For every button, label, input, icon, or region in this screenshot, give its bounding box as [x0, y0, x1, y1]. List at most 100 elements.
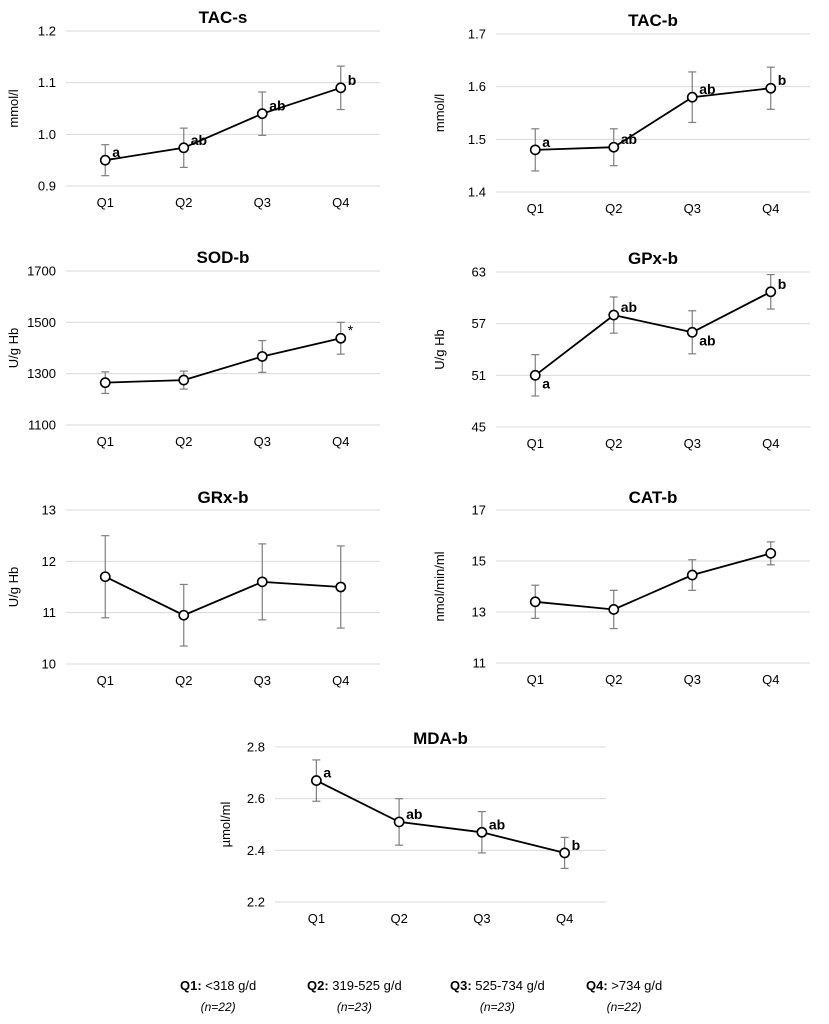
chart-3-annotation: * — [348, 322, 354, 338]
chart-3-data-point — [99, 377, 111, 389]
chart-2-xtick-label: Q4 — [762, 201, 779, 216]
chart-6-ylabel: nmol/min/ml — [432, 551, 447, 621]
legend-item-q4: Q4: >734 g/d (n=22) — [586, 978, 662, 1014]
chart-4-ylabel: U/g Hb — [432, 329, 447, 369]
chart-7-annotation: ab — [406, 806, 422, 822]
chart-3: SOD-b U/g Hb 1100 1300 1500 1700 Q1 Q2 Q3 Q4 * — [6, 248, 380, 449]
chart-5-ytick-label: 12 — [42, 554, 56, 569]
legend-item-q1: Q1: <318 g/d (n=22) — [180, 978, 256, 1014]
chart-4-ytick-label: 51 — [472, 368, 486, 383]
chart-6-xtick-label: Q3 — [684, 672, 701, 687]
legend-q1-label: Q1: — [180, 978, 202, 993]
chart-3-data-point — [335, 332, 347, 344]
chart-4-data-point — [686, 326, 698, 338]
chart-4-xtick-label: Q1 — [527, 436, 544, 451]
chart-5-series-line — [104, 575, 341, 617]
chart-5-xtick-label: Q4 — [332, 673, 349, 688]
chart-7-ytick-label: 2.2 — [247, 895, 265, 910]
chart-2-data-point — [608, 141, 620, 153]
chart-1-ytick-label: 1.1 — [38, 75, 56, 90]
chart-2-ylabel: mmol/l — [432, 94, 447, 132]
chart-4-xtick-label: Q3 — [684, 436, 701, 451]
chart-5-ytick-label: 10 — [42, 657, 56, 672]
legend-q1-n: (n=22) — [200, 1000, 236, 1014]
legend-q3-label: Q3: — [450, 978, 472, 993]
chart-6-xtick-label: Q4 — [762, 672, 779, 687]
chart-7-annotation: ab — [489, 816, 505, 832]
chart-1-data-point — [99, 154, 111, 166]
chart-7-ytick-label: 2.6 — [247, 791, 265, 806]
chart-6-ytick-label: 13 — [472, 605, 486, 620]
chart-7-ytick-label: 2.4 — [247, 843, 265, 858]
chart-7-data-point — [476, 826, 488, 838]
chart-4-annotation: a — [542, 375, 550, 391]
chart-7-data-point — [559, 847, 571, 859]
chart-3-ylabel: U/g Hb — [6, 328, 21, 368]
chart-2-data-point — [765, 82, 777, 94]
chart-4-data-point — [529, 369, 541, 381]
chart-4-ytick-label: 63 — [472, 265, 486, 280]
chart-7-annotation: b — [572, 837, 581, 853]
chart-2-xtick-label: Q2 — [605, 201, 622, 216]
chart-1-annotation: b — [348, 72, 357, 88]
quartile-legend: Q1: <318 g/d (n=22) Q2: 319-525 g/d (n=2… — [0, 978, 829, 1024]
chart-1-annotation: a — [112, 144, 120, 160]
chart-5: GRx-b U/g Hb 10 11 12 13 Q1 Q2 Q3 Q4 — [6, 488, 380, 688]
chart-4-xtick-label: Q4 — [762, 436, 779, 451]
legend-q3-n: (n=23) — [479, 1000, 515, 1014]
chart-6-ytick-label: 17 — [472, 503, 486, 518]
chart-3-xtick-label: Q3 — [254, 434, 271, 449]
chart-1-data-point — [335, 82, 347, 94]
chart-2-annotation: ab — [621, 131, 637, 147]
legend-q3-range: 525-734 g/d — [471, 978, 545, 993]
legend-q2-n: (n=23) — [336, 1000, 372, 1014]
chart-7-series-line — [315, 779, 565, 854]
chart-3-ytick-label: 1700 — [27, 264, 56, 279]
chart-3-ytick-label: 1300 — [27, 366, 56, 381]
chart-6-title: CAT-b — [629, 488, 678, 507]
chart-2-ytick-label: 1.6 — [468, 79, 486, 94]
chart-2-data-point — [529, 144, 541, 156]
chart-2-ytick-label: 1.5 — [468, 132, 486, 147]
chart-2-data-point — [686, 91, 698, 103]
chart-5-data-point — [99, 571, 111, 583]
chart-1-title: TAC-s — [199, 8, 248, 27]
chart-5-ytick-label: 13 — [42, 503, 56, 518]
chart-4: GPx-b U/g Hb 45 51 57 63 Q1 Q2 Q3 Q4 a ab ab b — [432, 249, 810, 451]
chart-3-title: SOD-b — [197, 248, 250, 267]
chart-1-xtick-label: Q2 — [175, 195, 192, 210]
chart-4-annotation: b — [778, 276, 787, 292]
chart-2: TAC-b mmol/l 1.4 1.5 1.6 1.7 Q1 Q2 Q3 Q4 a ab ab b — [432, 11, 810, 216]
legend-q2-label: Q2: — [307, 978, 329, 993]
legend-q2-range: 319-525 g/d — [328, 978, 402, 993]
chart-2-annotation: a — [542, 134, 550, 150]
chart-1-data-point — [178, 142, 190, 154]
chart-4-series-line — [534, 291, 772, 377]
chart-7-xtick-label: Q3 — [473, 911, 490, 926]
chart-7-xtick-label: Q2 — [390, 911, 407, 926]
chart-4-ytick-label: 45 — [472, 420, 486, 435]
chart-4-title: GPx-b — [628, 249, 678, 268]
chart-4-annotation: ab — [621, 299, 637, 315]
chart-4-annotation: ab — [699, 332, 715, 348]
chart-2-annotation: ab — [699, 81, 715, 97]
chart-3-xtick-label: Q4 — [332, 434, 349, 449]
chart-1-data-point — [256, 108, 268, 120]
chart-7: MDA-b µmol/ml 2.2 2.4 2.6 2.8 Q1 Q2 Q3 Q4 a ab ab b — [218, 729, 606, 926]
legend-item-q2: Q2: 319-525 g/d (n=23) — [307, 978, 402, 1014]
chart-3-data-point — [178, 374, 190, 386]
chart-3-xtick-label: Q2 — [175, 434, 192, 449]
chart-7-data-point — [310, 775, 322, 786]
chart-1-ytick-label: 1.2 — [38, 24, 56, 39]
chart-2-series-line — [535, 87, 771, 151]
chart-6-data-point — [608, 604, 620, 615]
legend-q4-label: Q4: — [586, 978, 608, 993]
chart-5-ytick-label: 11 — [43, 605, 57, 620]
chart-7-xtick-label: Q4 — [556, 911, 573, 926]
chart-3-ytick-label: 1500 — [27, 315, 56, 330]
chart-4-ytick-label: 57 — [472, 316, 486, 331]
chart-1-xtick-label: Q4 — [332, 195, 349, 210]
chart-1-ytick-label: 0.9 — [38, 179, 56, 194]
chart-5-xtick-label: Q1 — [97, 673, 114, 688]
